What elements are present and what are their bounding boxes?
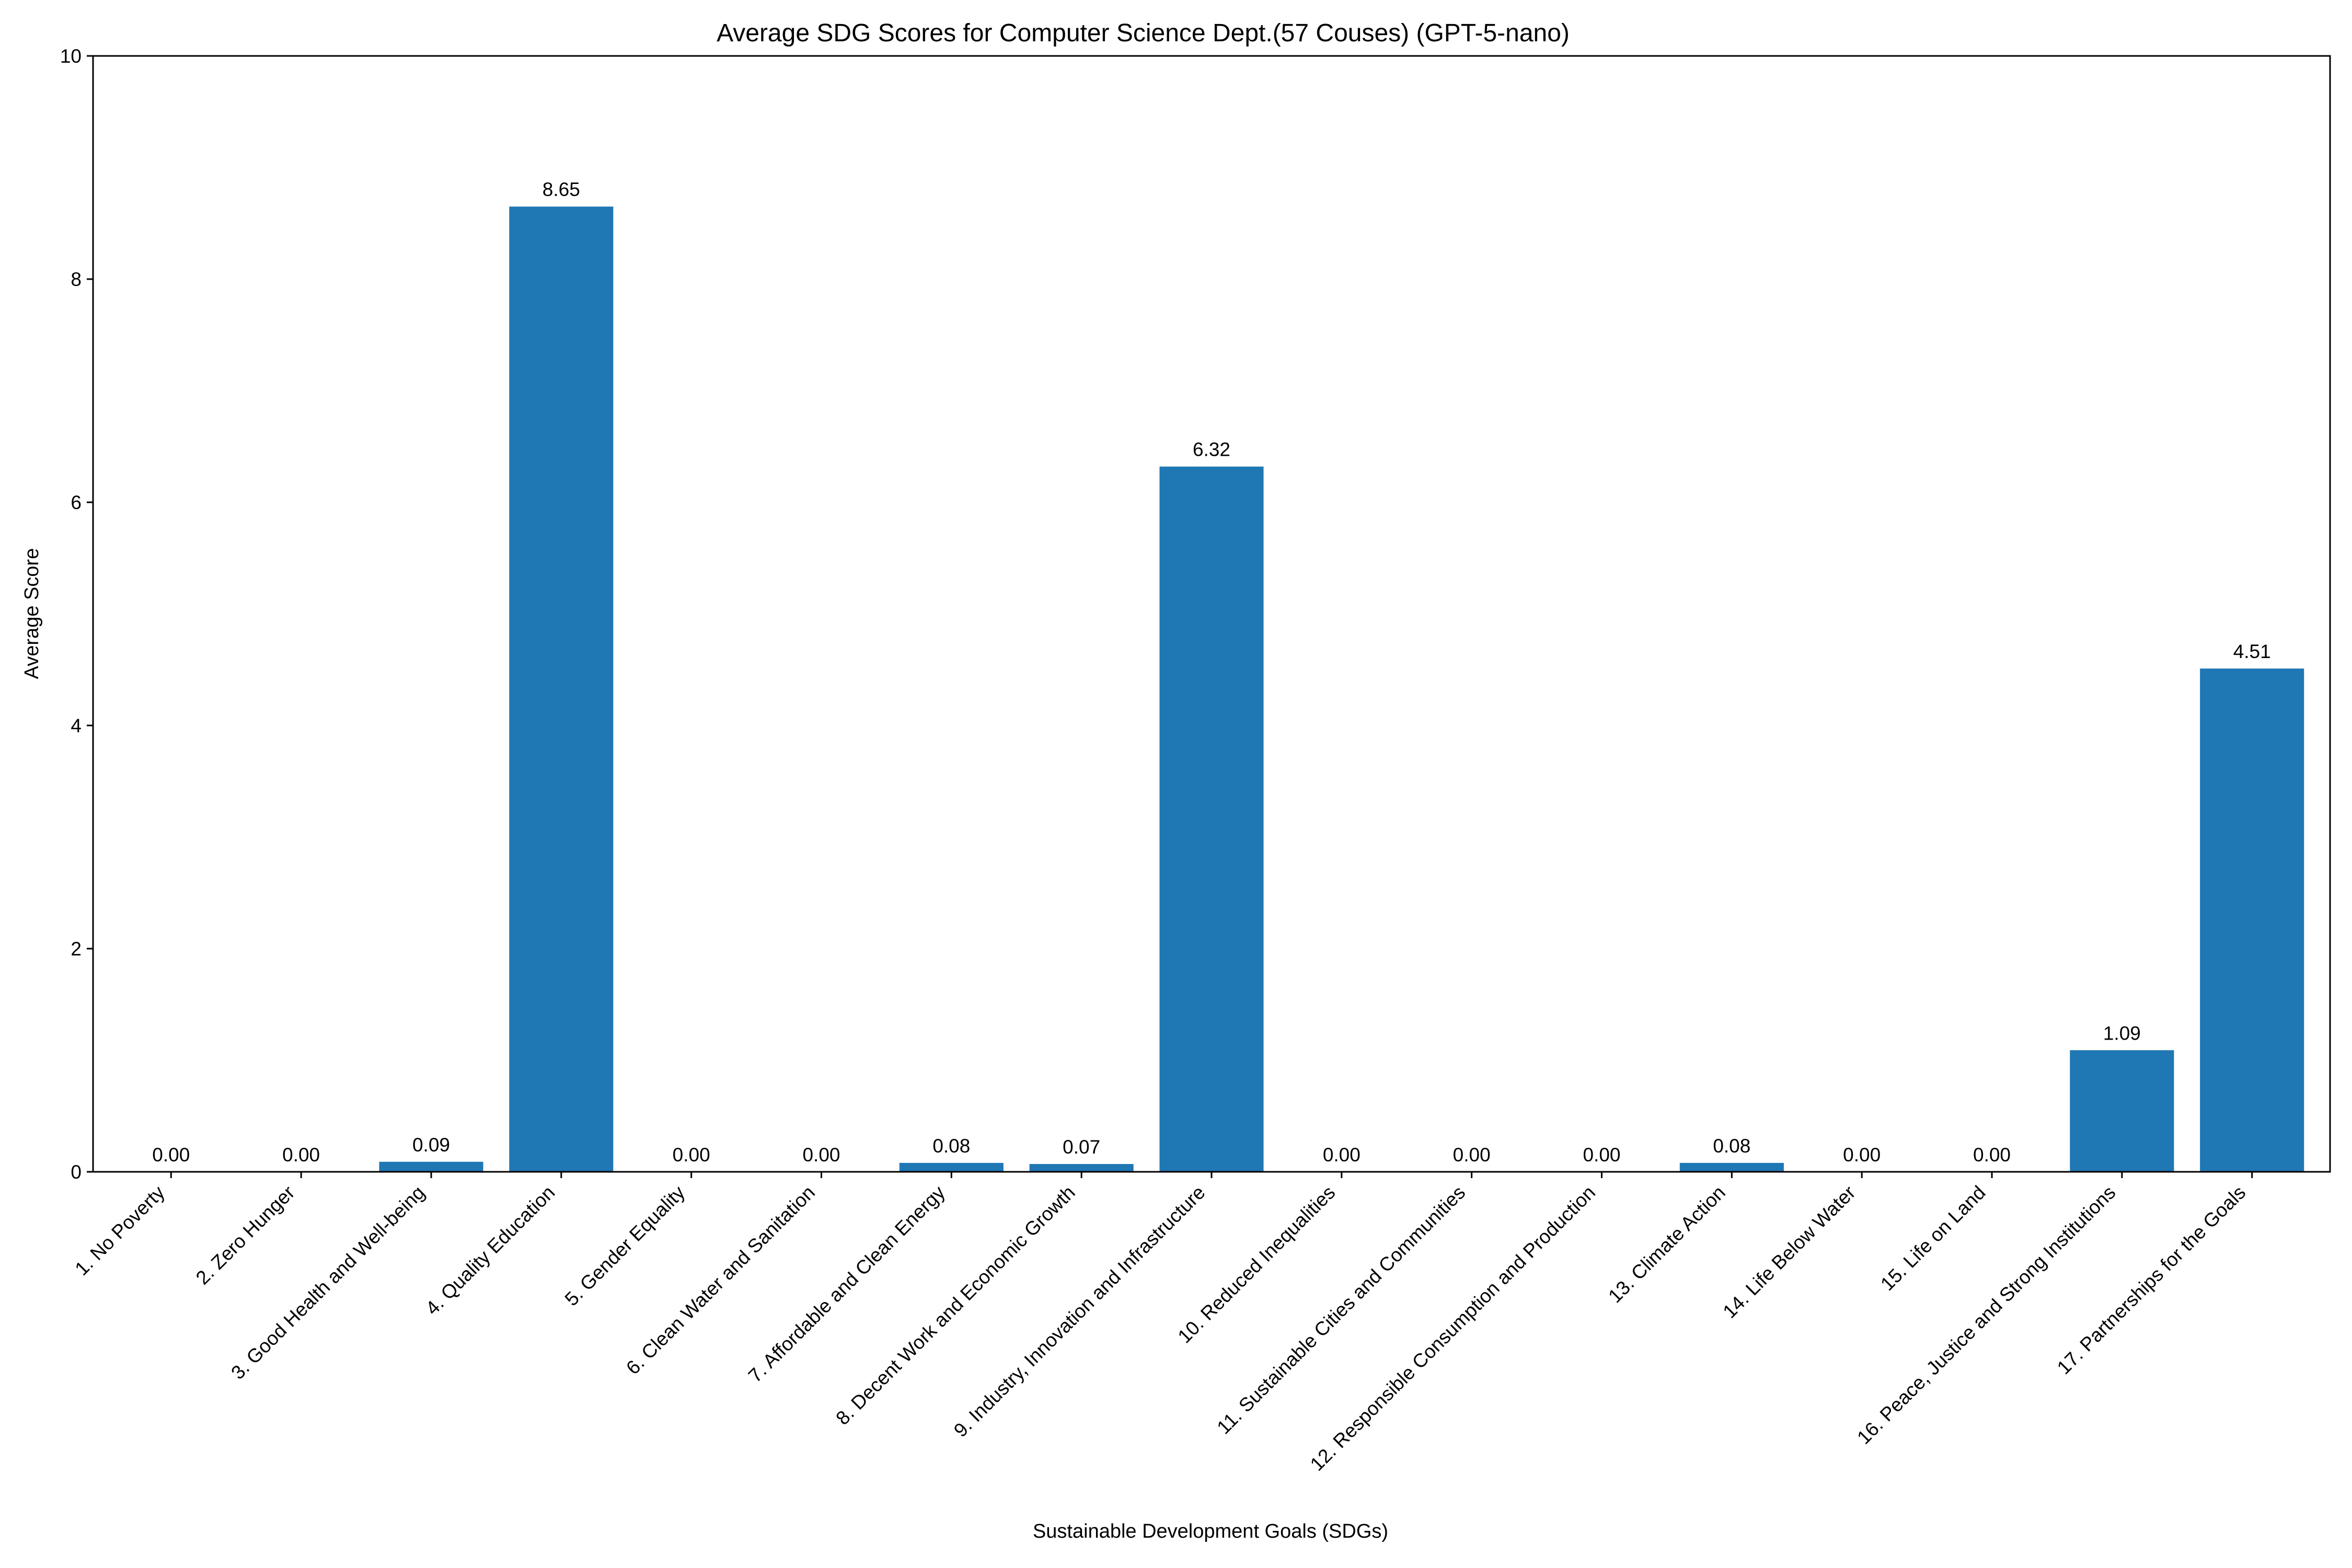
bar-value-label: 1.09 — [2103, 1022, 2141, 1044]
x-tick-label: 1. No Poverty — [71, 1181, 169, 1279]
y-tick-label: 0 — [71, 1161, 82, 1183]
x-tick-label: 12. Responsible Consumption and Producti… — [1306, 1182, 1599, 1475]
y-tick-label: 6 — [71, 492, 82, 513]
bar — [1029, 1164, 1134, 1172]
x-tick-label: 9. Industry, Innovation and Infrastructu… — [950, 1182, 1209, 1442]
bar — [1679, 1162, 1784, 1172]
x-tick-label: 4. Quality Education — [421, 1182, 559, 1319]
data-labels: 0.00 0.00 0.09 8.65 0.00 0.00 0.08 0.07 6.32 0.00… — [152, 179, 2270, 1166]
bar-value-label: 0.00 — [1973, 1144, 2011, 1166]
y-axis-label: Average Score — [21, 548, 43, 679]
bar-value-label: 0.00 — [152, 1144, 190, 1166]
bar — [1159, 466, 1264, 1172]
x-tick-label: 11. Sustainable Cities and Communities — [1213, 1182, 1469, 1438]
bar-value-label: 0.00 — [1323, 1144, 1361, 1166]
x-tick-label: 2. Zero Hunger — [192, 1182, 299, 1289]
y-tick-label: 2 — [71, 938, 82, 960]
bar — [899, 1162, 1004, 1172]
bar-value-label: 8.65 — [543, 179, 580, 200]
x-tick-label: 15. Life on Land — [1876, 1182, 1990, 1295]
bar — [379, 1161, 483, 1172]
chart-title: Average SDG Scores for Computer Science … — [717, 19, 1570, 47]
bar — [509, 206, 614, 1172]
bar-value-label: 0.07 — [1063, 1136, 1100, 1158]
bar — [2200, 668, 2304, 1172]
x-tick-label: 13. Climate Action — [1604, 1182, 1730, 1307]
bar — [2070, 1050, 2174, 1172]
y-axis-ticks: 0 2 4 6 8 10 — [60, 45, 93, 1183]
bar-value-label: 0.00 — [282, 1144, 320, 1166]
y-tick-label: 8 — [71, 269, 82, 290]
bar-value-label: 0.00 — [673, 1144, 710, 1166]
bars — [379, 206, 2304, 1172]
x-tick-label: 5. Gender Equality — [561, 1181, 689, 1310]
y-tick-label: 4 — [71, 715, 82, 736]
bar-value-label: 0.00 — [1583, 1144, 1621, 1166]
plot-frame — [92, 55, 2331, 1173]
bar-value-label: 4.51 — [2233, 641, 2271, 662]
x-tick-label: 8. Decent Work and Economic Growth — [832, 1182, 1079, 1429]
bar-value-label: 6.32 — [1193, 439, 1230, 460]
x-axis-label: Sustainable Development Goals (SDGs) — [1033, 1520, 1388, 1542]
x-tick-label: 14. Life Below Water — [1719, 1182, 1859, 1322]
y-tick-label: 10 — [60, 45, 82, 67]
bar-value-label: 0.00 — [802, 1144, 840, 1166]
bar-value-label: 0.00 — [1453, 1144, 1491, 1166]
bar-value-label: 0.08 — [932, 1135, 970, 1157]
bar-value-label: 0.09 — [412, 1134, 450, 1156]
x-tick-label: 16. Peace, Justice and Strong Institutio… — [1853, 1182, 2119, 1448]
bar-value-label: 0.08 — [1713, 1135, 1750, 1157]
bar-value-label: 0.00 — [1843, 1144, 1881, 1166]
